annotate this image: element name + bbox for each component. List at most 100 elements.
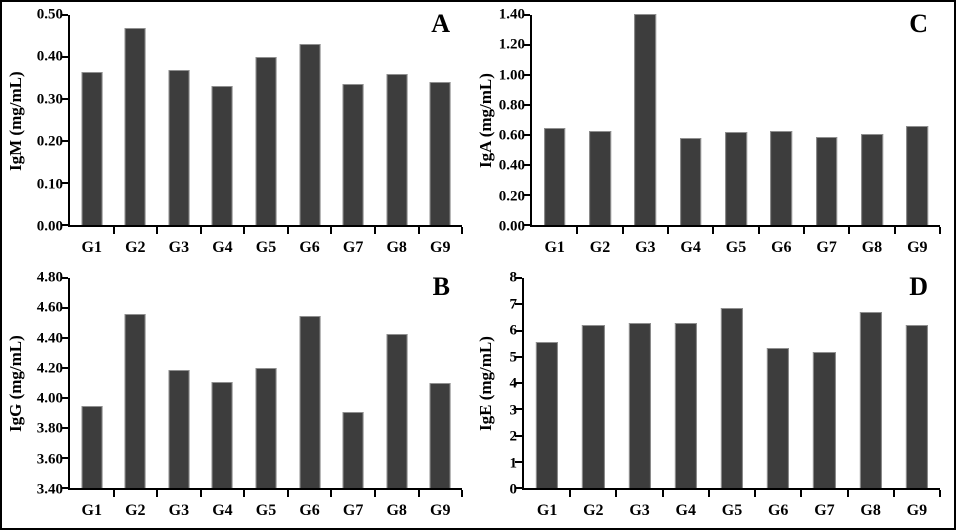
bar-slot-G1 bbox=[524, 278, 572, 497]
y-axis-ticks: 1.40 1.20 1.00 0.80 0.60 0.40 0.20 0.00 bbox=[494, 7, 530, 235]
y-tick-mark bbox=[61, 56, 68, 58]
bar-slot-G4 bbox=[663, 278, 711, 497]
x-axis-labels: G1 G2 G3 G4 G5 G6 G7 G8 G9 bbox=[70, 490, 462, 520]
y-tick-label: 1.40 bbox=[498, 6, 525, 23]
bar-A-G7 bbox=[342, 84, 364, 225]
y-axis-title: IgM (mg/mL) bbox=[6, 71, 25, 171]
bar-A-G3 bbox=[168, 69, 190, 225]
y-tick-mark bbox=[61, 140, 68, 142]
x-tick-label: G7 bbox=[816, 239, 837, 256]
bar-slot-G5 bbox=[713, 15, 760, 234]
chart-row: IgE (mg/mL) 8 7 6 5 4 3 2 1 0 D bbox=[476, 270, 954, 498]
bar-slot-G9 bbox=[895, 15, 942, 234]
bar-slot-G6 bbox=[288, 278, 332, 497]
y-tick-mark bbox=[515, 434, 522, 437]
y-tick-label: 3.60 bbox=[36, 451, 63, 468]
bar-slot-G9 bbox=[894, 278, 942, 497]
y-tick-mark bbox=[61, 98, 68, 100]
y-tick-mark bbox=[61, 182, 68, 184]
y-tick-label: 1 bbox=[509, 455, 518, 471]
y-tick-mark bbox=[523, 104, 530, 106]
bar-B-G6 bbox=[299, 315, 321, 488]
x-tick-label: G4 bbox=[212, 239, 233, 256]
x-tick-label: G1 bbox=[536, 502, 558, 519]
y-tick-mark bbox=[515, 382, 522, 384]
x-axis-labels: G1 G2 G3 G4 G5 G6 G7 G8 G9 bbox=[524, 490, 940, 520]
x-tick-label: G6 bbox=[767, 502, 789, 519]
x-tick-label: G4 bbox=[675, 502, 696, 519]
y-tick-label: 7 bbox=[509, 296, 518, 312]
y-tick-label: 4.00 bbox=[36, 390, 63, 407]
y-tick-mark bbox=[515, 460, 522, 463]
bar-C-G3 bbox=[634, 13, 657, 225]
y-tick-label: 0.20 bbox=[36, 133, 63, 150]
y-tick-label: 0 bbox=[509, 481, 518, 498]
y-tick-label: 0.80 bbox=[498, 97, 525, 114]
bar-B-G2 bbox=[124, 314, 146, 488]
bar-A-G9 bbox=[429, 82, 451, 225]
bar-B-G9 bbox=[429, 383, 451, 488]
chart-row: IgA (mg/mL) 1.40 1.20 1.00 0.80 0.60 0.40 0.20… bbox=[476, 7, 954, 235]
bar-B-G7 bbox=[342, 411, 364, 488]
bar-slot-G7 bbox=[804, 15, 851, 234]
y-axis-title: IgG (mg/mL) bbox=[6, 335, 25, 433]
y-tick-mark bbox=[523, 44, 530, 46]
y-tick-mark bbox=[61, 277, 68, 279]
y-axis-title: IgA (mg/mL) bbox=[476, 73, 495, 169]
bar-A-G6 bbox=[299, 44, 321, 225]
bar-slot-G6 bbox=[759, 15, 806, 234]
y-tick-label: 3 bbox=[509, 402, 518, 418]
y-tick-mark bbox=[523, 224, 530, 226]
y-tick-label: 0.50 bbox=[36, 6, 63, 23]
bar-slot-G5 bbox=[244, 15, 289, 234]
y-tick-mark bbox=[61, 337, 68, 339]
chart-panel-B: IgG (mg/mL) 4.80 4.60 4.40 4.20 4.00 3.80 3.60… bbox=[2, 265, 478, 528]
y-tick-label: 4 bbox=[509, 375, 518, 392]
x-tick-label: G6 bbox=[299, 502, 320, 519]
y-tick-label: 3.40 bbox=[36, 481, 63, 498]
x-tick-label: G2 bbox=[125, 502, 146, 519]
y-tick-label: 4.80 bbox=[36, 269, 63, 286]
y-tick-label: 0.40 bbox=[36, 48, 63, 65]
bar-slot-G2 bbox=[570, 278, 618, 497]
bar-slot-G1 bbox=[70, 15, 115, 234]
x-tick-label: G1 bbox=[544, 239, 565, 256]
bar-C-G4 bbox=[679, 138, 702, 225]
y-tick-mark bbox=[61, 307, 68, 309]
y-tick-mark bbox=[523, 194, 530, 196]
bar-slot-G8 bbox=[375, 278, 420, 497]
bar-D-G5 bbox=[720, 308, 744, 488]
bar-A-G8 bbox=[386, 73, 408, 225]
x-tick-label: G6 bbox=[299, 239, 320, 256]
y-tick-label: 3.80 bbox=[36, 420, 63, 437]
bar-slot-G4 bbox=[201, 278, 245, 497]
y-tick-mark bbox=[515, 355, 522, 358]
y-tick-mark bbox=[523, 134, 530, 136]
x-tick-label: G2 bbox=[589, 239, 611, 256]
y-tick-label: 4.60 bbox=[36, 299, 63, 316]
y-tick-mark bbox=[515, 303, 522, 306]
panel-letter: B bbox=[432, 272, 450, 301]
y-tick-label: 2 bbox=[509, 428, 518, 445]
bar-D-G1 bbox=[536, 342, 559, 488]
y-tick-mark bbox=[523, 14, 530, 16]
x-tick-label: G5 bbox=[725, 239, 747, 256]
bar-C-G7 bbox=[815, 136, 838, 225]
bar-slot-G8 bbox=[848, 278, 895, 497]
bar-C-G9 bbox=[906, 126, 929, 225]
x-tick-label: G2 bbox=[125, 239, 146, 256]
x-tick-label: G7 bbox=[814, 502, 835, 519]
chart-row: IgM (mg/mL) 0.50 0.40 0.30 0.20 0.10 0.00 A bbox=[2, 7, 478, 235]
y-tick-mark bbox=[61, 427, 68, 429]
x-tick-label: G3 bbox=[635, 239, 656, 256]
chart-panel-C: IgA (mg/mL) 1.40 1.20 1.00 0.80 0.60 0.40 0.20… bbox=[476, 2, 954, 265]
y-tick-mark bbox=[61, 457, 68, 459]
x-tick-label: G3 bbox=[168, 239, 190, 256]
y-tick-mark bbox=[61, 224, 68, 226]
y-axis-ticks: 0.50 0.40 0.30 0.20 0.10 0.00 bbox=[30, 7, 68, 235]
y-tick-label: 0.00 bbox=[36, 218, 63, 235]
y-tick-mark bbox=[61, 14, 68, 16]
x-tick-label: G1 bbox=[81, 502, 102, 519]
panel-letter: D bbox=[909, 272, 928, 301]
